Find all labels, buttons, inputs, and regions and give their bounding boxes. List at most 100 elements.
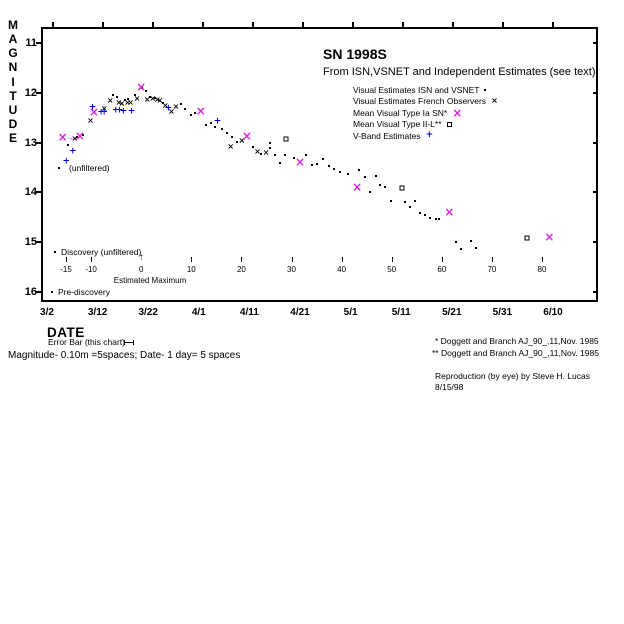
- data-point: [193, 112, 196, 115]
- inner-axis-tick-label: 30: [287, 265, 296, 274]
- inner-axis-tick: [441, 257, 443, 262]
- data-point: [115, 96, 118, 99]
- data-point: ×: [352, 180, 363, 195]
- data-point: [259, 153, 262, 156]
- data-point: +: [62, 156, 70, 167]
- data-point: ×: [124, 98, 131, 108]
- y-axis-title-letter: E: [8, 131, 18, 146]
- scale-note: Magnitude- 0.10m =5spaces; Date- 1 day= …: [8, 350, 241, 361]
- data-point: [328, 164, 331, 167]
- data-point: [418, 212, 421, 215]
- data-point: [524, 235, 530, 241]
- data-point: ×: [168, 107, 175, 117]
- data-point: [235, 140, 238, 143]
- y-axis-tick-right: [593, 241, 598, 243]
- x-axis-top-tick: [302, 22, 304, 27]
- data-point: [274, 154, 277, 157]
- X-legend-marker-icon: ×: [452, 105, 463, 120]
- x-axis-tick-label: 3/12: [87, 307, 108, 318]
- plus-legend-marker-icon: +: [425, 130, 434, 141]
- y-axis-title-letter: U: [8, 102, 18, 117]
- data-point: [374, 174, 377, 177]
- y-axis-tick-right: [593, 290, 598, 293]
- x-axis-tick-label: 3/2: [40, 307, 54, 318]
- chart-title: SN 1998S: [323, 46, 387, 62]
- x-axis-tick-label: 4/11: [239, 307, 259, 318]
- y-axis-tick-label: 11: [25, 37, 37, 50]
- data-point: [111, 93, 114, 96]
- y-axis-tick-label: 14: [24, 186, 37, 199]
- x-axis-top-tick: [452, 22, 454, 27]
- data-point: [225, 132, 228, 135]
- square-legend-marker-icon: [446, 121, 452, 127]
- y-axis-tick: [36, 191, 41, 194]
- legend-item: Mean Visual Type II-L**: [353, 119, 452, 130]
- y-axis-tick-right: [593, 42, 598, 45]
- data-point: [209, 122, 212, 125]
- x-axis-tick-label: 5/1: [343, 307, 358, 318]
- inner-axis-tick-label: 70: [487, 265, 497, 274]
- data-point: ×: [133, 93, 141, 103]
- y-axis-tick: [36, 241, 41, 243]
- footnote: ** Doggett and Branch AJ_90_,11,Nov. 198…: [432, 348, 599, 358]
- data-point: +: [69, 146, 77, 157]
- inner-axis-tick-label: 80: [537, 265, 547, 274]
- legend-label: Visual Estimates ISN and VSNET: [353, 84, 480, 95]
- data-point: [358, 168, 361, 171]
- data-point: [179, 102, 182, 105]
- data-point: ×: [294, 155, 306, 170]
- data-point: [278, 162, 281, 165]
- data-point: ×: [106, 95, 114, 105]
- data-point: ×: [57, 130, 68, 145]
- data-point: [469, 239, 472, 242]
- data-point: [423, 214, 426, 217]
- inner-axis-tick-label: 50: [387, 265, 397, 274]
- data-point: ×: [100, 103, 108, 113]
- y-axis-title-letter: G: [8, 46, 18, 61]
- x-axis-tick-label: 3/22: [138, 307, 158, 318]
- data-point: ×: [254, 146, 261, 156]
- y-axis-tick: [36, 290, 41, 293]
- data-point: [145, 89, 148, 92]
- data-point: [459, 248, 462, 251]
- data-point: ×: [71, 134, 79, 144]
- data-point: [315, 162, 318, 165]
- y-axis-title-letter: A: [8, 32, 18, 47]
- data-point: [378, 183, 381, 186]
- data-point: ×: [136, 80, 147, 95]
- data-point: [283, 136, 289, 142]
- data-point: ×: [127, 97, 134, 107]
- x-axis-top-tick: [352, 22, 354, 27]
- data-point: +: [112, 105, 120, 116]
- legend-item: Visual Estimates ISN and VSNET: [353, 84, 487, 95]
- legend-item: V-Band Estimates +: [353, 130, 433, 141]
- data-point: [127, 98, 130, 101]
- inner-axis-tick-label: -15: [60, 265, 72, 274]
- legend-label: Mean Visual Type Ia SN*: [353, 107, 448, 118]
- data-point: [283, 154, 286, 157]
- x-axis-top-tick: [502, 22, 504, 27]
- prediscovery-marker: [51, 291, 53, 293]
- estimated-maximum-arrow-icon: ↑: [138, 252, 144, 263]
- data-point: [363, 176, 366, 179]
- legend-item: Mean Visual Type Ia SN* ×: [353, 105, 463, 120]
- data-point: [399, 185, 405, 191]
- data-point: +: [100, 107, 108, 118]
- inner-axis-tick: [291, 257, 293, 262]
- data-point: ×: [262, 147, 270, 157]
- y-axis-tick-right: [593, 141, 598, 144]
- data-point: [140, 86, 143, 89]
- data-point: [368, 190, 371, 193]
- data-point: [413, 199, 416, 202]
- x-axis-tick-label: 5/31: [492, 307, 513, 318]
- inner-axis-tick: [491, 257, 493, 262]
- y-axis-title-letter: I: [11, 74, 15, 89]
- data-point: [134, 93, 137, 96]
- data-point: [434, 218, 437, 221]
- data-point: [389, 199, 392, 202]
- data-point: ×: [143, 94, 151, 104]
- y-axis-tick: [36, 91, 41, 94]
- data-point: [269, 147, 272, 150]
- data-point: ×: [118, 98, 126, 108]
